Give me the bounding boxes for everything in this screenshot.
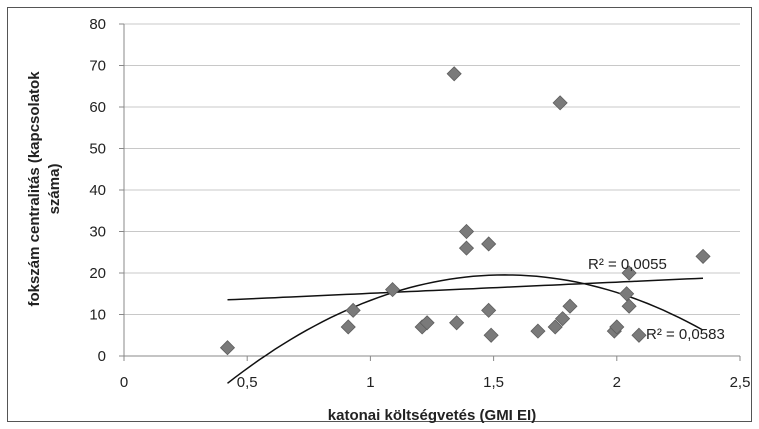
y-tick-label: 50 (89, 141, 106, 158)
y-tick-label: 60 (89, 99, 106, 116)
data-points (219, 66, 711, 356)
x-tick-label: 0,5 (237, 374, 258, 391)
data-point (458, 223, 475, 240)
x-tick-label: 2,5 (730, 374, 751, 391)
y-tick-label: 70 (89, 58, 106, 75)
trendlines (227, 274, 704, 384)
chart-border (7, 7, 752, 422)
data-point (340, 319, 356, 335)
data-point (609, 319, 625, 335)
y-axis-title: fokszám centralitás (kapcsolatok száma) (26, 71, 63, 307)
data-point (619, 286, 635, 302)
x-tick-label: 2 (613, 374, 621, 391)
data-point (552, 95, 568, 111)
x-axis-title: katonai költségvetés (GMI EI) (328, 407, 536, 424)
x-tick-label: 1 (366, 374, 374, 391)
x-tick-label: 1,5 (483, 374, 504, 391)
data-point (530, 323, 546, 339)
data-point (481, 236, 497, 252)
data-point (481, 302, 497, 318)
y-tick-label: 10 (89, 307, 106, 324)
labels: katonai költségvetés (GMI EI) fokszám ce… (26, 71, 725, 424)
data-point (385, 282, 401, 298)
trendline-polynomial (227, 274, 704, 384)
data-point (547, 319, 563, 335)
data-point (621, 298, 637, 314)
data-point (483, 327, 499, 343)
data-point (446, 66, 462, 82)
y-axis-title-line-1: fokszám centralitás (kapcsolatok (26, 71, 43, 307)
data-point (555, 311, 571, 327)
trendline-poly-label: R² = 0,0583 (646, 326, 725, 343)
y-axis-title-line-2: száma) (46, 164, 63, 215)
y-tick-label: 40 (89, 182, 106, 199)
y-tick-label: 20 (89, 265, 106, 282)
data-point (449, 315, 465, 331)
trendline-linear (227, 277, 704, 301)
axes: 0 10 20 30 40 50 60 70 80 0 0,5 1 1,5 2 2,5 (89, 16, 750, 391)
data-point (419, 315, 435, 331)
data-point (562, 298, 578, 314)
y-tick-label: 80 (89, 16, 106, 33)
y-tick-label: 0 (98, 348, 106, 365)
data-point (631, 327, 647, 343)
y-tick-label: 30 (89, 224, 106, 241)
gridlines (124, 23, 740, 315)
x-tick-label: 0 (120, 374, 128, 391)
data-point (621, 265, 637, 281)
trendline-linear-label: R² = 0,0055 (588, 256, 667, 273)
data-point (458, 240, 475, 256)
data-point (345, 302, 361, 318)
data-point (695, 248, 711, 264)
data-point (219, 340, 236, 356)
